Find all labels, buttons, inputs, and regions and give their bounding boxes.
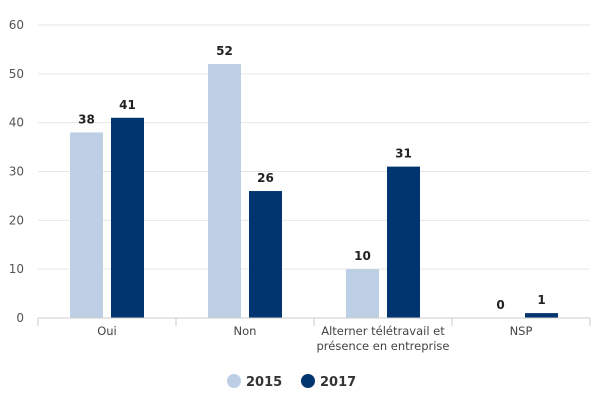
legend-item-2015[interactable]: 2015 (227, 374, 282, 390)
y-tick-label: 0 (16, 311, 24, 325)
y-tick-label: 20 (9, 213, 24, 227)
legend-swatch (301, 374, 315, 388)
bar-2017-3[interactable] (525, 313, 558, 318)
y-tick-label: 50 (9, 67, 24, 81)
legend-item-2017[interactable]: 2017 (301, 374, 356, 390)
x-category-label: Non (234, 324, 257, 338)
bar-2017-0[interactable] (111, 117, 144, 319)
data-label: 0 (496, 298, 504, 312)
legend-label: 2017 (320, 375, 356, 390)
legend[interactable]: 2015 2017 (227, 374, 356, 390)
y-tick-label: 60 (9, 18, 24, 32)
legend-swatch (227, 374, 241, 388)
data-label: 52 (216, 44, 233, 58)
bar-2015-1[interactable] (208, 64, 241, 318)
y-tick-label: 40 (9, 116, 24, 130)
legend-label: 2015 (246, 375, 282, 390)
x-axis: Oui Non Alterner télétravail et présence en… (37, 317, 591, 353)
y-tick-label: 30 (9, 165, 24, 179)
x-category-label: Alterner télétravail et présence en entre… (317, 324, 450, 353)
y-axis: 0 10 20 30 40 50 60 (9, 18, 24, 325)
x-category-label: NSP (510, 324, 533, 338)
data-label: 26 (257, 171, 274, 185)
bars (70, 64, 558, 319)
x-category-label: Oui (97, 324, 117, 338)
data-label: 10 (354, 249, 371, 263)
bar-2017-2[interactable] (387, 166, 420, 318)
y-tick-label: 10 (9, 262, 24, 276)
data-label: 1 (537, 293, 545, 307)
data-label: 41 (119, 98, 136, 112)
data-label: 31 (395, 147, 412, 161)
data-label: 38 (78, 112, 95, 126)
bar-2017-1[interactable] (249, 191, 282, 318)
data-labels: 38 52 10 0 41 26 31 1 (78, 44, 546, 312)
bar-2015-0[interactable] (70, 132, 103, 318)
bar-2015-2[interactable] (346, 269, 379, 318)
